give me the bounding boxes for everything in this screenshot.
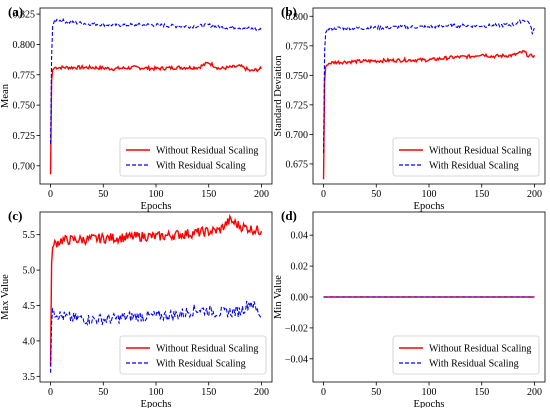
y-tick-label: 5.0 (23, 266, 36, 277)
panel-label: (d) (281, 208, 297, 223)
legend: Without Residual Scaling With Residual Sc… (392, 335, 540, 375)
y-tick-label: 0.725 (286, 100, 309, 111)
x-tick-label: 100 (149, 189, 164, 200)
y-axis-label: Standard Deviation (273, 55, 284, 137)
x-tick-label: 150 (474, 189, 489, 200)
y-tick-label: 0.00 (291, 293, 309, 304)
legend-label: Without Residual Scaling (156, 344, 258, 355)
y-tick-label: 0.02 (291, 262, 309, 273)
legend: Without Residual Scaling With Residual Sc… (392, 137, 540, 177)
y-tick-label: 0.700 (13, 161, 36, 172)
legend-box (119, 335, 267, 375)
y-tick-label: 0.825 (13, 10, 36, 21)
series-line-with-residual-scaling (50, 17, 262, 144)
x-tick-label: 200 (254, 189, 269, 200)
legend-label: Without Residual Scaling (429, 344, 531, 355)
panel-label: (b) (281, 4, 297, 19)
x-tick-label: 100 (422, 189, 437, 200)
x-axis-label: Epochs (414, 201, 445, 212)
x-tick-label: 150 (201, 387, 216, 398)
x-tick-label: 150 (201, 189, 216, 200)
legend-label: With Residual Scaling (429, 359, 519, 370)
x-tick-label: 100 (149, 387, 164, 398)
legend-label: With Residual Scaling (156, 161, 246, 172)
y-tick-label: 4.5 (23, 301, 36, 312)
legend: Without Residual Scaling With Residual Sc… (119, 335, 267, 375)
y-tick-label: 0.750 (286, 71, 309, 82)
x-tick-label: 200 (527, 189, 542, 200)
x-axis-label: Epochs (141, 201, 172, 212)
panel-label: (a) (8, 4, 23, 19)
x-axis-label: Epochs (141, 399, 172, 408)
legend-box (392, 137, 540, 177)
y-tick-label: 0.750 (13, 101, 36, 112)
y-axis-label: Min Value (273, 275, 284, 319)
legend-label: Without Residual Scaling (156, 146, 258, 157)
y-tick-label: 0.04 (291, 231, 309, 242)
x-tick-label: 150 (474, 387, 489, 398)
panel-d: 0 50 100 150 200 −0.04 −0.02 0.00 0.02 0.04 Epochs… (273, 208, 546, 408)
y-tick-label: 0.700 (286, 130, 309, 141)
x-tick-label: 0 (321, 387, 326, 398)
x-tick-label: 200 (527, 387, 542, 398)
panel-a: 0 50 100 150 200 0.700 0.725 0.750 0.775 0.800 0.8… (0, 4, 273, 212)
y-tick-label: 5.5 (23, 230, 36, 241)
series-line-without-residual-scaling (49, 213, 263, 366)
y-tick-label: −0.04 (285, 354, 308, 365)
panel-b: 0 50 100 150 200 0.675 0.700 0.725 0.750 0.775 0.8… (273, 4, 546, 212)
x-tick-label: 50 (371, 387, 381, 398)
legend: Without Residual Scaling With Residual Sc… (119, 137, 267, 177)
x-tick-label: 100 (422, 387, 437, 398)
x-tick-label: 0 (48, 189, 53, 200)
y-tick-label: 0.775 (286, 41, 309, 52)
series-line-with-residual-scaling (50, 300, 262, 373)
series-line-without-residual-scaling (322, 49, 536, 180)
legend-box (119, 137, 267, 177)
series-line-without-residual-scaling (49, 61, 263, 175)
x-tick-label: 0 (48, 387, 53, 398)
x-tick-label: 50 (371, 189, 381, 200)
y-tick-label: 4.0 (23, 336, 36, 347)
series-line-with-residual-scaling (323, 19, 535, 154)
y-tick-label: 0.800 (13, 40, 36, 51)
y-tick-label: 0.800 (286, 12, 309, 23)
y-tick-label: 0.725 (13, 131, 36, 142)
legend-label: With Residual Scaling (429, 161, 519, 172)
x-axis-label: Epochs (414, 399, 445, 408)
y-tick-label: −0.02 (285, 323, 308, 334)
y-tick-label: 0.675 (286, 159, 309, 170)
x-tick-label: 50 (98, 189, 108, 200)
legend-box (392, 335, 540, 375)
panel-label: (c) (8, 208, 22, 223)
y-axis-label: Max Value (0, 274, 11, 320)
x-tick-label: 50 (98, 387, 108, 398)
legend-label: Without Residual Scaling (429, 146, 531, 157)
y-tick-label: 0.775 (13, 70, 36, 81)
panel-c: 0 50 100 150 200 3.5 4.0 4.5 5.0 5.5 Epochs Max Val… (0, 208, 273, 408)
y-axis-label: Mean (0, 83, 11, 108)
y-tick-label: 3.5 (23, 372, 36, 383)
x-tick-label: 200 (254, 387, 269, 398)
x-tick-label: 0 (321, 189, 326, 200)
legend-label: With Residual Scaling (156, 359, 246, 370)
